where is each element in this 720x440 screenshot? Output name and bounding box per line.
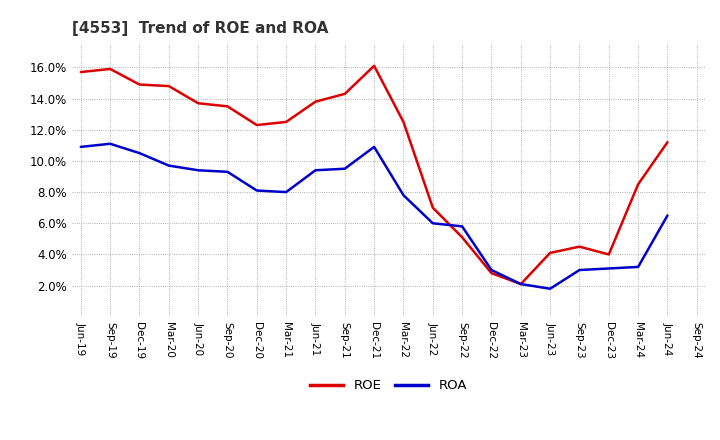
ROA xyxy=(663,213,672,218)
ROE xyxy=(194,101,202,106)
ROE xyxy=(76,70,85,75)
ROE xyxy=(458,235,467,240)
ROE xyxy=(634,182,642,187)
ROE xyxy=(516,282,525,287)
ROA xyxy=(223,169,232,175)
ROE xyxy=(223,104,232,109)
ROE xyxy=(282,119,290,125)
Line: ROE: ROE xyxy=(81,66,667,284)
Legend: ROE, ROA: ROE, ROA xyxy=(305,374,472,397)
ROA xyxy=(76,144,85,150)
ROE xyxy=(663,139,672,145)
ROA xyxy=(253,188,261,193)
ROE xyxy=(546,250,554,256)
ROA xyxy=(194,168,202,173)
ROA xyxy=(341,166,349,171)
ROA xyxy=(546,286,554,291)
ROE xyxy=(164,84,173,89)
ROE xyxy=(311,99,320,104)
ROE xyxy=(605,252,613,257)
ROE xyxy=(106,66,114,72)
ROA xyxy=(135,150,144,156)
ROE xyxy=(253,122,261,128)
ROA xyxy=(311,168,320,173)
ROE xyxy=(575,244,584,249)
ROA xyxy=(282,190,290,195)
ROE xyxy=(370,63,379,69)
ROE xyxy=(341,91,349,96)
Line: ROA: ROA xyxy=(81,144,667,289)
ROA xyxy=(370,144,379,150)
ROA xyxy=(605,266,613,271)
ROA xyxy=(399,193,408,198)
ROA xyxy=(487,268,496,273)
ROA xyxy=(458,224,467,229)
ROA xyxy=(106,141,114,147)
ROE xyxy=(428,205,437,210)
Text: [4553]  Trend of ROE and ROA: [4553] Trend of ROE and ROA xyxy=(72,21,328,36)
ROE xyxy=(487,271,496,276)
ROA xyxy=(428,220,437,226)
ROE xyxy=(399,119,408,125)
ROE xyxy=(135,82,144,87)
ROA xyxy=(634,264,642,270)
ROA xyxy=(164,163,173,168)
ROA xyxy=(575,268,584,273)
ROA xyxy=(516,282,525,287)
